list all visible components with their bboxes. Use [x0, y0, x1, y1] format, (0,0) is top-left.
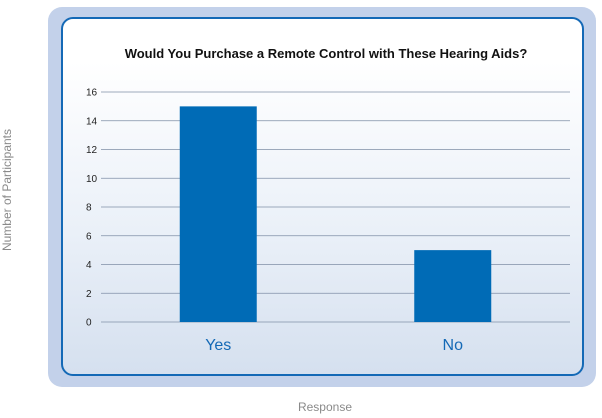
y-tick-label: 10	[86, 174, 98, 185]
y-tick-label: 2	[86, 289, 92, 300]
y-tick-label: 14	[86, 116, 98, 127]
chart-plot-panel	[61, 17, 584, 376]
bar	[179, 106, 257, 322]
y-axis-label: Number of Participants	[0, 129, 14, 251]
y-tick-label: 16	[86, 88, 98, 99]
x-category-labels: Yes No	[205, 337, 463, 354]
x-axis-label: Response	[298, 400, 352, 414]
y-tick-label: 6	[86, 231, 92, 242]
x-category-label: No	[443, 337, 464, 354]
chart-title: Would You Purchase a Remote Control with…	[125, 46, 528, 61]
x-category-label: Yes	[205, 337, 231, 354]
bar	[414, 250, 492, 322]
y-tick-label: 8	[86, 203, 92, 214]
y-tick-label: 4	[86, 260, 92, 271]
gridlines	[101, 91, 570, 323]
y-tick-labels: 0 2 4 6 8 10 12 14 16	[86, 88, 98, 329]
y-tick-label: 0	[86, 318, 92, 329]
bars	[179, 106, 492, 322]
y-tick-label: 12	[86, 145, 98, 156]
